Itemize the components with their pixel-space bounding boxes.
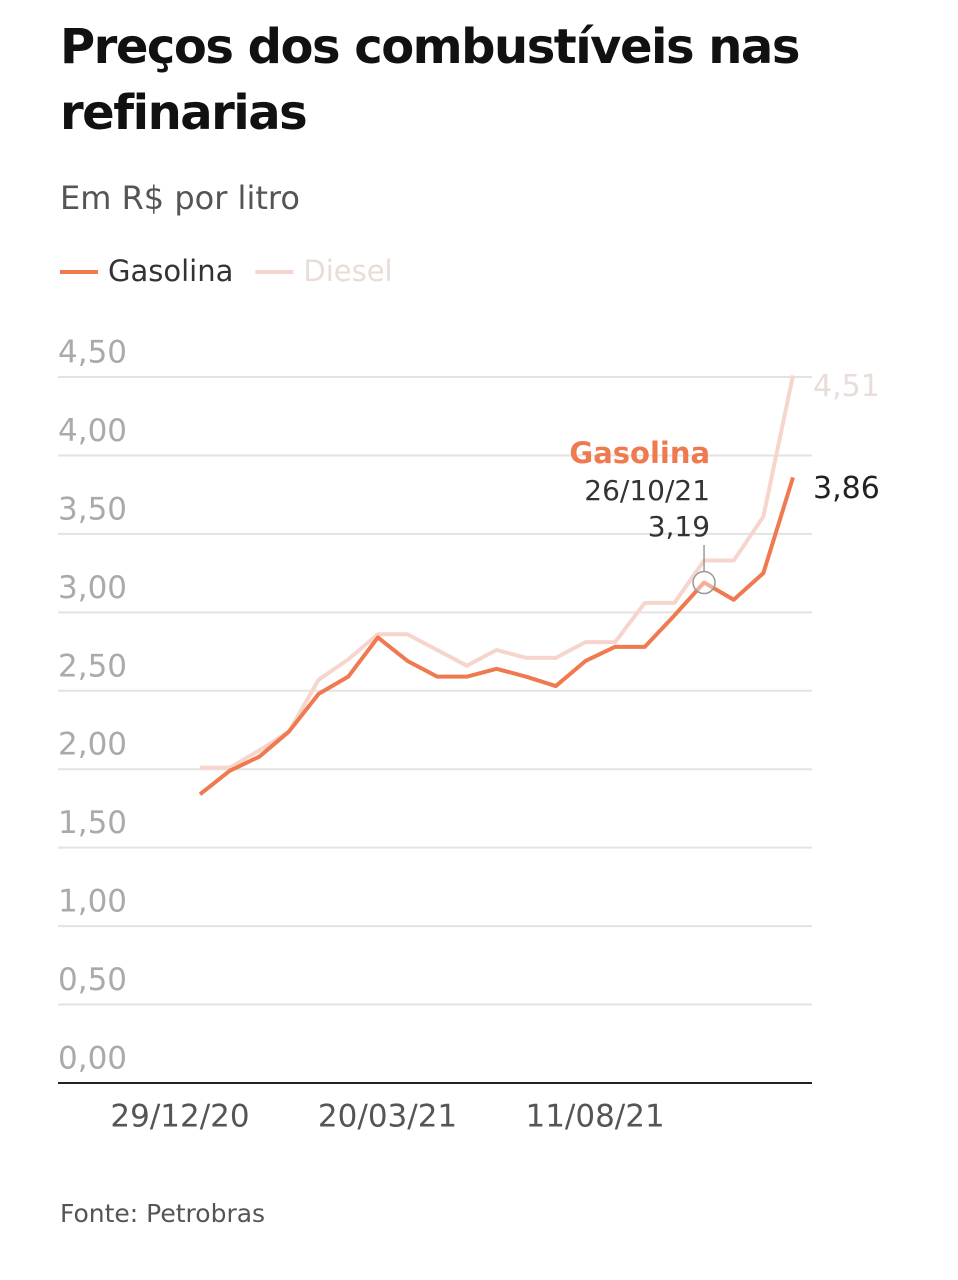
annotation-value: 3,19 [648,510,710,543]
legend-label: Gasolina [108,254,233,288]
y-tick-label: 3,50 [58,491,127,527]
chart-title: Preços dos combustíveis nas refinarias [60,19,799,141]
y-tick-label: 1,00 [58,884,127,920]
value-label: 4,51 [813,369,880,404]
series-line [198,476,795,796]
y-tick-label: 2,50 [58,648,127,684]
series-line [200,375,795,770]
y-tick-label: 3,00 [58,570,127,606]
chart-subtitle: Em R$ por litro [60,179,300,217]
value-label: 3,86 [813,471,880,506]
x-tick-label: 20/03/21 [318,1099,457,1135]
y-tick-label: 0,00 [58,1041,127,1077]
y-tick-label: 0,50 [58,962,127,998]
source: Fonte: Petrobras [60,1199,265,1228]
y-tick-label: 1,50 [58,805,127,841]
legend-label: Diesel [303,254,392,288]
x-tick-label: 11/08/21 [525,1099,664,1135]
annotation-label: Gasolina [569,436,710,470]
y-tick-label: 2,00 [58,727,127,763]
annotation-date: 26/10/21 [584,474,710,507]
x-tick-label: 29/12/20 [110,1099,249,1135]
y-tick-label: 4,00 [58,413,127,449]
annotation-marker [692,570,716,595]
y-tick-label: 4,50 [58,335,127,371]
